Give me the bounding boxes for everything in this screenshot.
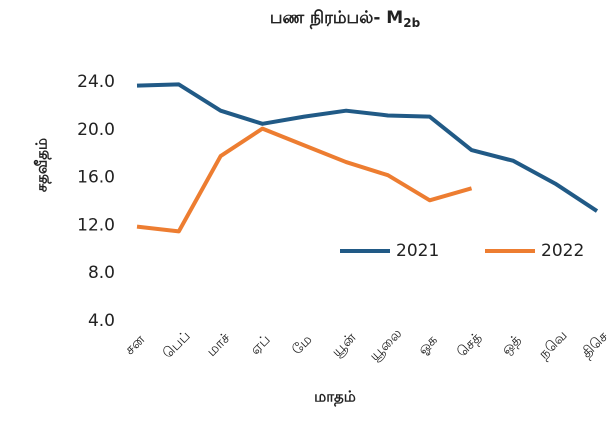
series-line <box>136 126 473 234</box>
x-tick-label: ஏப் <box>247 332 273 358</box>
x-tick-label: ஓக <box>415 332 441 358</box>
x-tick-label: மாச் <box>204 330 234 360</box>
x-axis-label: மாதம் <box>314 388 356 407</box>
y-axis-label: சதவீதம் <box>33 138 52 192</box>
x-tick-label: நவெ <box>536 328 571 363</box>
y-tick-label: 24.0 <box>77 72 115 92</box>
x-tick-label: ஒத் <box>498 332 524 358</box>
x-tick-label: யூலை <box>367 326 406 365</box>
legend-label: 2021 <box>396 241 439 261</box>
x-tick-label: செத் <box>454 330 485 361</box>
x-tick-label: சன <box>122 332 149 359</box>
y-tick-label: 12.0 <box>77 215 115 235</box>
y-tick-label: 16.0 <box>77 168 115 188</box>
series-line <box>136 82 599 213</box>
y-tick-label: 20.0 <box>77 120 115 140</box>
chart-title: பண நிரம்பல்- M2b <box>270 8 421 30</box>
title-subscript: 2b <box>403 16 420 30</box>
legend-label: 2022 <box>541 241 584 261</box>
x-tick-label: மே <box>289 332 315 358</box>
x-tick-label: பெப் <box>160 328 194 362</box>
title-text: பண நிரம்பல்- M <box>270 8 403 30</box>
y-tick-label: 4.0 <box>88 311 115 331</box>
y-tick-label: 8.0 <box>88 263 115 283</box>
x-tick-label: திசெ <box>579 329 608 362</box>
x-tick-label: யூன் <box>329 329 360 360</box>
